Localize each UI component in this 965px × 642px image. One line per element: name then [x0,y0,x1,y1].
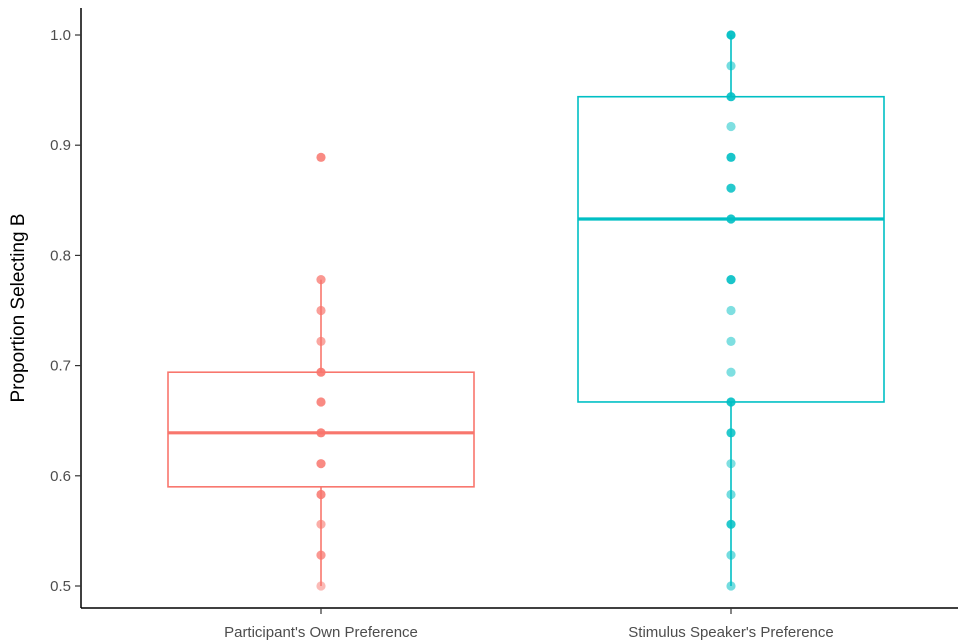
box [577,95,885,403]
y-tick-label: 0.8 [50,247,71,264]
data-point [316,152,326,162]
data-point [726,61,736,71]
data-point [726,214,736,224]
y-tick-label: 0.7 [50,358,71,375]
y-tick-label: 0.9 [50,137,71,154]
data-point [726,121,736,132]
data-point [726,550,736,560]
data-point [726,367,736,377]
data-point [726,428,736,438]
data-point [726,489,736,500]
data-point [316,581,326,591]
data-point [726,305,736,316]
x-tick-label: Participant's Own Preference [224,624,418,641]
data-point [726,92,736,102]
data-point [726,30,736,40]
data-point [726,336,736,346]
y-tick-label: 1.0 [50,27,71,44]
data-point [316,336,326,346]
x-tick-label: Stimulus Speaker's Preference [628,624,833,641]
data-point [726,459,736,469]
data-point [726,275,736,285]
data-point [316,489,326,500]
data-point [316,397,326,407]
data-point [726,183,736,193]
data-point [726,152,736,162]
y-tick-label: 0.6 [50,468,71,485]
data-point [316,459,326,469]
data-point [316,428,326,438]
data-point [726,581,736,591]
data-point [726,397,736,407]
y-axis-title: Proportion Selecting B [8,213,29,402]
data-point [316,305,326,316]
y-tick-label: 0.5 [50,578,71,595]
data-point [316,275,326,285]
data-point [316,519,326,529]
data-point [316,367,326,377]
data-point [316,550,326,560]
data-point [726,519,736,529]
